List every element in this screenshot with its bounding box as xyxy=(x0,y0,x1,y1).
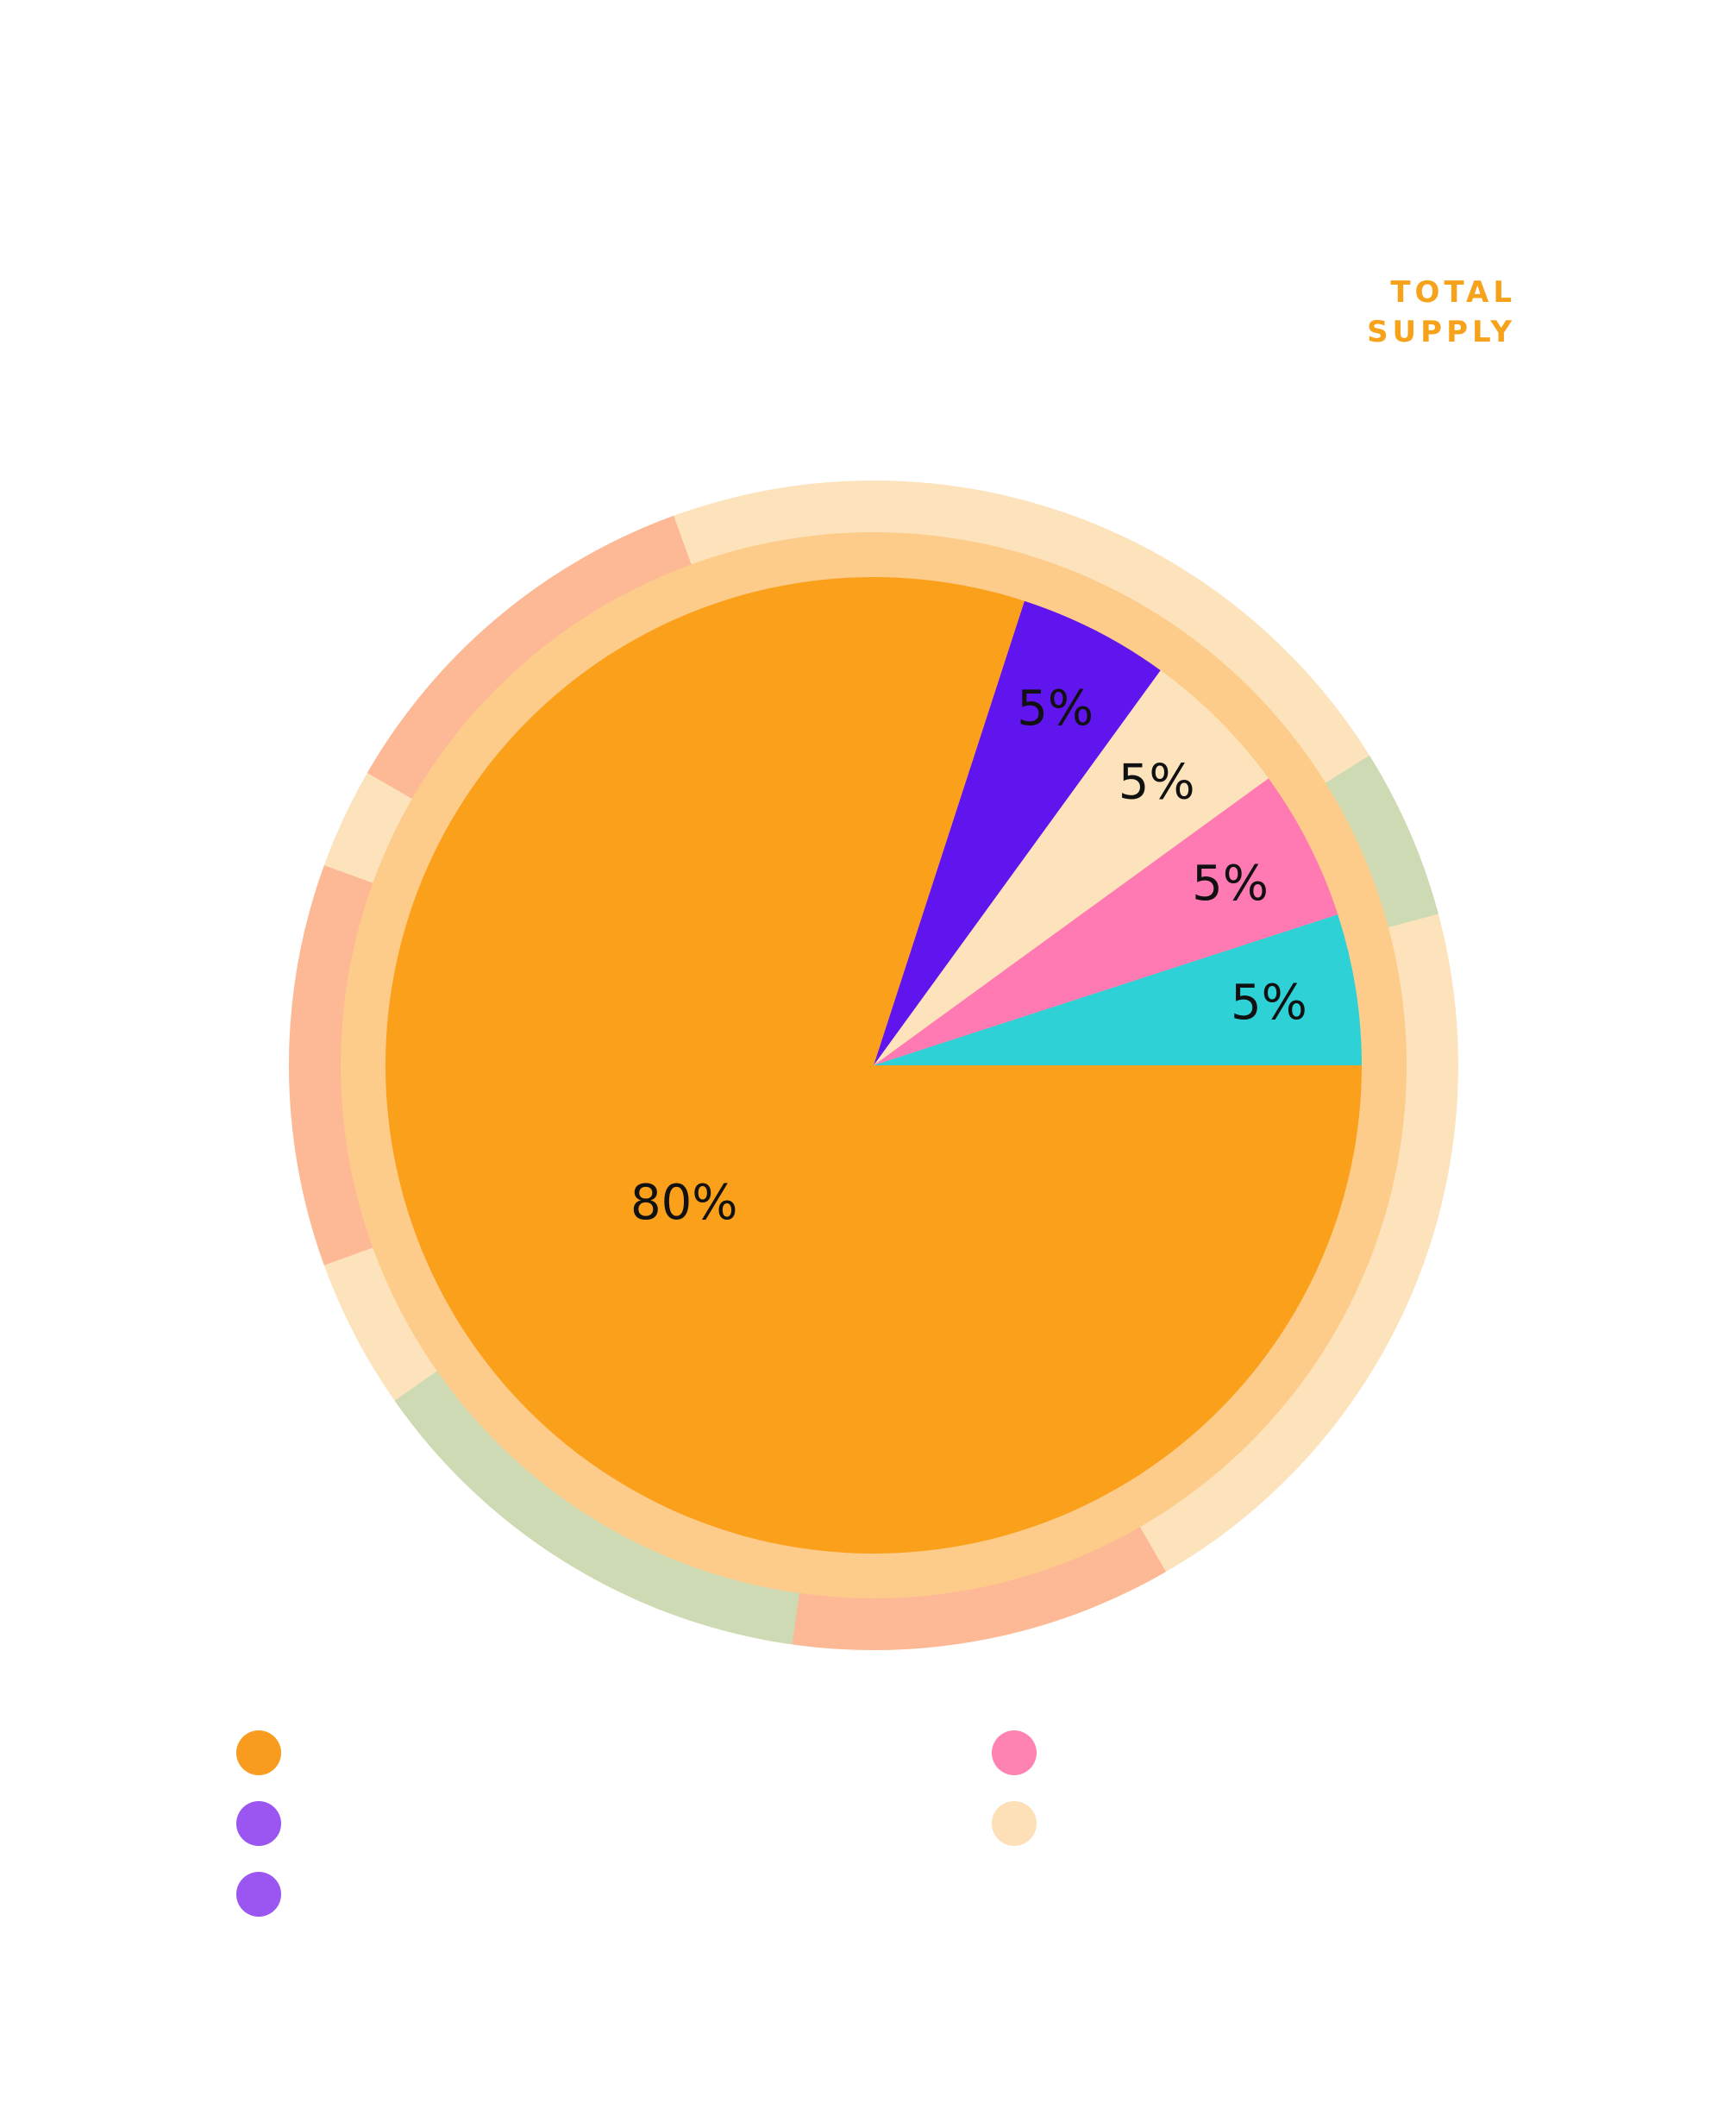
legend-dot-left-3 xyxy=(236,1872,281,1917)
pie-slice-3 xyxy=(874,670,1269,1065)
pie-label-1: 5% xyxy=(1231,975,1307,1031)
pie-slice-5 xyxy=(385,576,1362,1554)
ring-green-right xyxy=(1312,755,1438,932)
pie-label-4: 5% xyxy=(1017,681,1094,737)
total-supply-label: TOTAL SUPPLY xyxy=(1257,273,1516,352)
pie-slice-4 xyxy=(874,600,1161,1065)
pie-label-2: 5% xyxy=(1192,856,1269,912)
pie-slice-1 xyxy=(874,914,1362,1065)
legend-dot-left-1 xyxy=(236,1730,281,1775)
total-supply-line-2: SUPPLY xyxy=(1367,315,1516,349)
legend-dot-right-2 xyxy=(992,1801,1037,1846)
legend-dot-left-2 xyxy=(236,1801,281,1846)
pie-label-5: 80% xyxy=(630,1175,737,1231)
pie-slices xyxy=(385,576,1362,1554)
pie-slice-2 xyxy=(874,778,1338,1065)
total-supply-line-1: TOTAL xyxy=(1390,275,1516,310)
pie-label-3: 5% xyxy=(1119,754,1195,810)
legend-dot-right-1 xyxy=(992,1730,1037,1775)
pie-labels: 5% 5% 5% 5% 80% xyxy=(630,681,1307,1231)
